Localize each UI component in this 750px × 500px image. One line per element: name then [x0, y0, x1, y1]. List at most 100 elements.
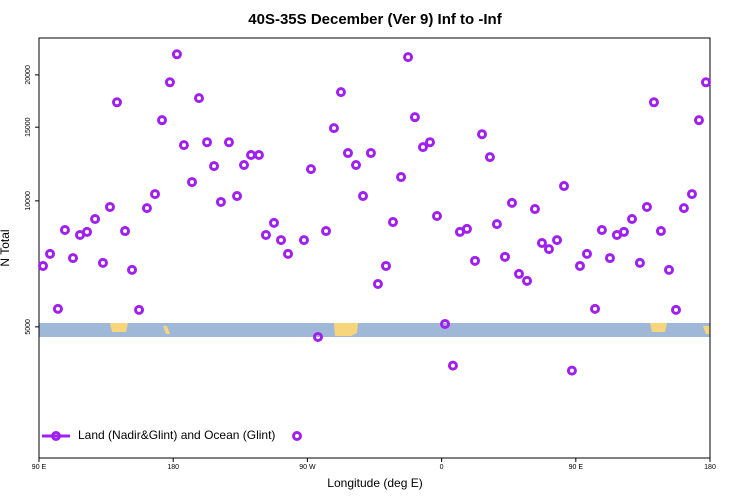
point: [581, 248, 592, 259]
point: [321, 226, 332, 237]
point: [232, 191, 243, 202]
point: [380, 260, 391, 271]
point: [223, 137, 234, 148]
point: [403, 52, 414, 63]
point: [536, 238, 547, 249]
x-tick-label: 0: [440, 464, 444, 471]
legend-marker: [292, 431, 302, 441]
point: [648, 97, 659, 108]
point: [186, 177, 197, 188]
point: [477, 129, 488, 140]
point: [82, 226, 93, 237]
point: [305, 164, 316, 175]
point: [522, 275, 533, 286]
surface-band: [39, 323, 710, 337]
x-tick-label: 90 W: [299, 464, 316, 471]
point: [574, 260, 585, 271]
point: [365, 148, 376, 159]
point: [678, 203, 689, 214]
point: [506, 197, 517, 208]
x-tick-label: 90 E: [32, 464, 47, 471]
point: [351, 160, 362, 171]
point: [634, 257, 645, 268]
point: [157, 115, 168, 126]
x-tick-label: 180: [704, 464, 716, 471]
point: [372, 278, 383, 289]
point: [409, 112, 420, 123]
point: [543, 244, 554, 255]
point: [239, 160, 250, 171]
point: [127, 264, 138, 275]
point: [470, 255, 481, 266]
point: [387, 217, 398, 228]
legend-label: Land (Nadir&Glint) and Ocean (Glint): [78, 428, 275, 442]
ocean-band: [39, 323, 710, 337]
point: [268, 217, 279, 228]
point: [38, 260, 49, 271]
point: [447, 360, 458, 371]
point: [484, 152, 495, 163]
land-patch: [110, 323, 128, 332]
point: [552, 235, 563, 246]
point: [171, 49, 182, 60]
point: [417, 142, 428, 153]
point: [671, 304, 682, 315]
point: [627, 214, 638, 225]
x-tick-label: 180: [167, 464, 179, 471]
point: [97, 257, 108, 268]
point: [590, 303, 601, 314]
chart-title: 40S-35S December (Ver 9) Inf to -Inf: [248, 11, 502, 28]
land-patch: [650, 323, 667, 332]
point: [209, 161, 220, 172]
point: [312, 331, 323, 342]
point: [164, 77, 175, 88]
point: [655, 226, 666, 237]
point: [396, 172, 407, 183]
point: [461, 223, 472, 234]
point: [111, 97, 122, 108]
point: [693, 115, 704, 126]
point: [59, 224, 70, 235]
point: [141, 203, 152, 214]
point: [283, 248, 294, 259]
point: [276, 235, 287, 246]
point: [491, 219, 502, 230]
point: [529, 204, 540, 215]
point: [641, 201, 652, 212]
point: [104, 201, 115, 212]
point: [686, 189, 697, 200]
x-axis-label: Longitude (deg E): [327, 476, 422, 490]
y-tick-label: 5000: [25, 319, 32, 335]
plot-frame: [38, 37, 711, 459]
point: [566, 365, 577, 376]
y-tick-label: 10000: [25, 191, 32, 211]
point: [596, 224, 607, 235]
point: [335, 87, 346, 98]
point: [253, 150, 264, 161]
point: [513, 268, 524, 279]
land-patch: [703, 326, 710, 334]
x-tick-label: 90 E: [569, 464, 584, 471]
point: [90, 214, 101, 225]
point: [120, 226, 131, 237]
point: [499, 251, 510, 262]
point: [559, 181, 570, 192]
point: [440, 318, 451, 329]
point: [246, 150, 257, 161]
point: [178, 140, 189, 151]
point: [328, 123, 339, 134]
land-patch: [163, 326, 170, 334]
point: [52, 303, 63, 314]
point: [342, 148, 353, 159]
point: [424, 137, 435, 148]
point: [193, 93, 204, 104]
legend-marker: [51, 431, 61, 441]
point: [700, 77, 711, 88]
land-patch: [334, 323, 358, 336]
y-axis-label: N Total: [0, 229, 12, 266]
point: [663, 264, 674, 275]
y-tick-label: 15000: [25, 117, 32, 137]
point: [358, 191, 369, 202]
point: [150, 189, 161, 200]
point: [202, 137, 213, 148]
